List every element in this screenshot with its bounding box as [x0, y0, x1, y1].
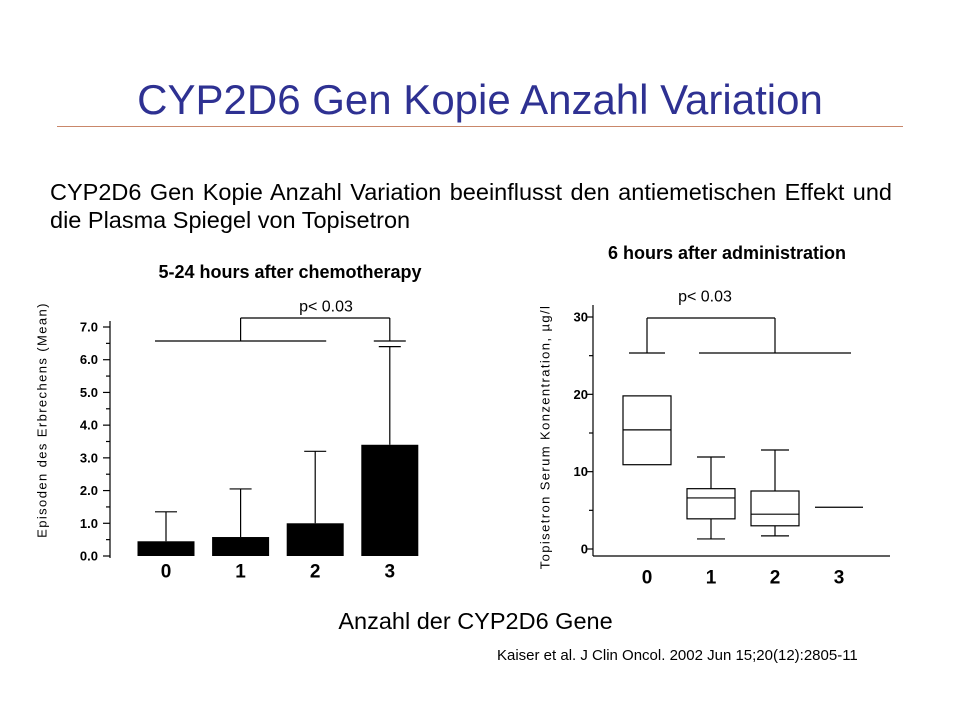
- y-tick-label: 3.0: [80, 450, 98, 465]
- bar: [361, 444, 419, 556]
- x-tick-label: 2: [310, 562, 321, 583]
- vomiting-episodes-bar-chart: 5-24 hours after chemotherapy Episoden de…: [35, 262, 422, 583]
- x-tick-label: 0: [642, 568, 653, 589]
- x-tick-label: 2: [770, 568, 781, 589]
- y-axis-title: Episoden des Erbrechens (Mean): [35, 302, 50, 538]
- box: [686, 488, 736, 520]
- y-tick-label: 0: [581, 542, 588, 557]
- y-tick-label: 4.0: [80, 418, 98, 433]
- y-tick-label: 10: [574, 464, 588, 479]
- chart-title: 5-24 hours after chemotherapy: [158, 262, 421, 282]
- bar: [286, 523, 344, 556]
- x-tick-label: 1: [706, 568, 717, 589]
- bar: [137, 541, 195, 556]
- y-axis-title: Topisetron Serum Konzentration, µg/l: [538, 305, 553, 570]
- serum-concentration-box-plot: 6 hours after administration Topisetron S…: [538, 243, 890, 589]
- slide-title: CYP2D6 Gen Kopie Anzahl Variation: [137, 76, 823, 123]
- bar: [212, 537, 270, 556]
- box: [750, 490, 800, 527]
- x-tick-label: 0: [161, 562, 172, 583]
- y-tick-label: 7.0: [80, 320, 98, 335]
- chart-title: 6 hours after administration: [608, 243, 846, 263]
- x-tick-label: 3: [385, 562, 396, 583]
- y-tick-label: 6.0: [80, 352, 98, 367]
- x-tick-label: 1: [235, 562, 246, 583]
- y-tick-label: 5.0: [80, 385, 98, 400]
- y-tick-label: 2.0: [80, 483, 98, 498]
- y-tick-label: 20: [574, 387, 588, 402]
- x-tick-label: 3: [834, 568, 845, 589]
- shared-x-axis-title: Anzahl der CYP2D6 Gene: [338, 608, 613, 634]
- p-value-label: p< 0.03: [299, 299, 353, 316]
- p-value-label: p< 0.03: [678, 289, 732, 306]
- y-tick-label: 30: [574, 310, 588, 325]
- title-rule: [57, 126, 903, 127]
- y-tick-label: 0.0: [80, 549, 98, 564]
- y-tick-label: 1.0: [80, 516, 98, 531]
- citation: Kaiser et al. J Clin Oncol. 2002 Jun 15;…: [497, 647, 858, 664]
- body-text: CYP2D6 Gen Kopie Anzahl Variation beeinf…: [50, 179, 892, 233]
